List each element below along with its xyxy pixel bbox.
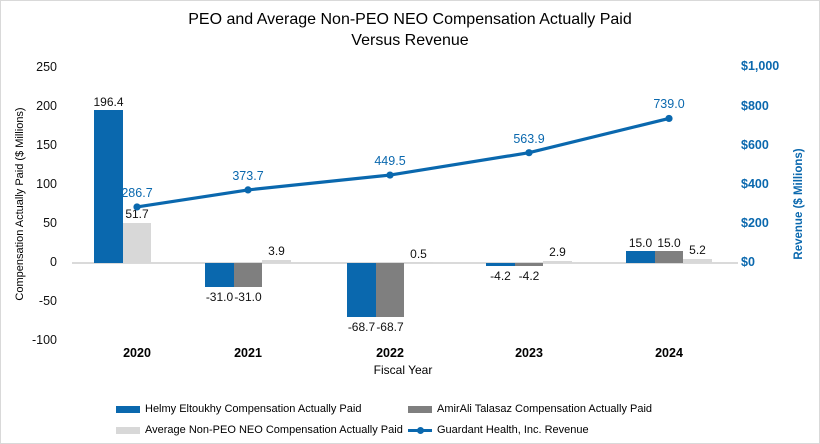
bar-data-label-helmy-eltoukhy-2022: -68.7 [347,319,376,334]
zero-axis-line [72,262,738,264]
bar-data-label-amirali-talasaz-2021: -31.0 [234,290,262,305]
right-axis-tick: $200 [741,215,769,230]
legend-swatch-amirali-talasaz [408,405,432,413]
x-axis-label-2024: 2024 [655,346,683,360]
legend-item-average-non-peo-neo: Average Non-PEO NEO Compensation Actuall… [116,423,403,437]
bar-data-label-helmy-eltoukhy-2020: 196.4 [93,94,124,109]
revenue-data-label-2023: 563.9 [513,131,545,146]
left-axis-tick: 150 [36,138,57,153]
legend-label-amirali-talasaz: AmirAli Talasaz Compensation Actually Pa… [437,403,653,415]
bar-data-label-amirali-talasaz-2024: 15.0 [657,235,681,250]
left-axis-tick: 250 [36,60,57,75]
right-axis-tick: $400 [741,176,769,191]
chart-title-line1: PEO and Average Non-PEO NEO Compensation… [188,11,632,28]
legend-swatch-guardant-revenue [408,426,432,434]
bar-amirali-talasaz-2024 [654,251,684,263]
bar-data-label-amirali-talasaz-2023: -4.2 [518,269,540,284]
left-axis-tick: 200 [36,99,57,114]
bar-data-label-average-non-peo-neo-2024: 5.2 [689,243,706,258]
legend-label-average-non-peo-neo: Average Non-PEO NEO Compensation Actuall… [145,424,403,436]
x-axis-label-2021: 2021 [234,346,262,360]
right-axis-tick: $1,000 [741,59,780,74]
chart-title-line2: Versus Revenue [351,32,469,49]
bar-average-non-peo-neo-2022 [404,262,433,263]
revenue-marker-2023 [525,149,533,157]
right-axis-tick: $800 [741,98,769,113]
bar-average-non-peo-neo-2021 [262,259,291,263]
legend-marker-glyph [416,426,424,434]
bar-amirali-talasaz-2023 [514,263,544,267]
legend-label-helmy-eltoukhy: Helmy Eltoukhy Compensation Actually Pai… [145,403,362,415]
revenue-data-label-2022: 449.5 [374,154,406,169]
bar-data-label-average-non-peo-neo-2022: 0.5 [410,246,427,261]
right-axis-title: Revenue ($ Millions) [793,148,805,260]
x-axis-title: Fiscal Year [373,363,433,377]
bar-data-label-helmy-eltoukhy-2021: -31.0 [205,290,234,305]
legend-item-amirali-talasaz: AmirAli Talasaz Compensation Actually Pa… [408,402,652,416]
left-axis-tick: -50 [38,293,57,308]
bar-helmy-eltoukhy-2020 [94,110,123,263]
bar-data-label-amirali-talasaz-2022: -68.7 [376,319,404,334]
revenue-marker-2021 [244,186,252,194]
revenue-data-label-2021: 373.7 [232,168,264,183]
revenue-data-label-2020: 286.7 [121,185,153,200]
left-axis-tick: 100 [36,177,57,192]
left-axis-title: Compensation Actually Paid ($ Millions) [14,107,26,301]
revenue-marker-2024 [665,114,673,123]
bar-data-label-average-non-peo-neo-2023: 2.9 [549,245,566,260]
bar-helmy-eltoukhy-2024 [626,251,655,263]
legend-swatch-helmy-eltoukhy [116,405,140,413]
bar-average-non-peo-neo-2023 [543,260,572,263]
left-axis-tick: 0 [50,255,57,269]
x-axis-label-2020: 2020 [123,346,151,360]
bar-helmy-eltoukhy-2022 [347,263,376,317]
revenue-data-label-2024: 739.0 [653,97,685,112]
legend-label-guardant-revenue: Guardant Health, Inc. Revenue [437,424,589,436]
bar-data-label-helmy-eltoukhy-2023: -4.2 [490,269,511,284]
bar-helmy-eltoukhy-2021 [205,263,234,288]
x-axis-label-2022: 2022 [376,346,404,360]
left-axis-tick: -100 [31,332,57,347]
bar-data-label-helmy-eltoukhy-2024: 15.0 [628,235,653,250]
bar-amirali-talasaz-2021 [233,263,263,288]
bar-average-non-peo-neo-2024 [683,258,712,263]
legend-item-helmy-eltoukhy: Helmy Eltoukhy Compensation Actually Pai… [116,402,361,416]
right-axis-tick: $600 [741,137,769,152]
legend-swatch-average-non-peo-neo [116,426,140,434]
bar-data-label-average-non-peo-neo-2020: 51.7 [125,207,149,222]
chart-title: PEO and Average Non-PEO NEO Compensation… [0,9,820,51]
bar-helmy-eltoukhy-2023 [486,263,515,267]
left-axis-tick: 50 [43,216,57,231]
bar-data-label-average-non-peo-neo-2021: 3.9 [268,244,285,259]
right-axis-tick: $0 [741,255,755,269]
legend-item-guardant-revenue: Guardant Health, Inc. Revenue [408,423,589,437]
bar-amirali-talasaz-2022 [375,263,405,317]
x-axis-label-2023: 2023 [515,346,543,360]
bar-average-non-peo-neo-2020 [122,222,152,263]
revenue-marker-2022 [386,171,394,179]
